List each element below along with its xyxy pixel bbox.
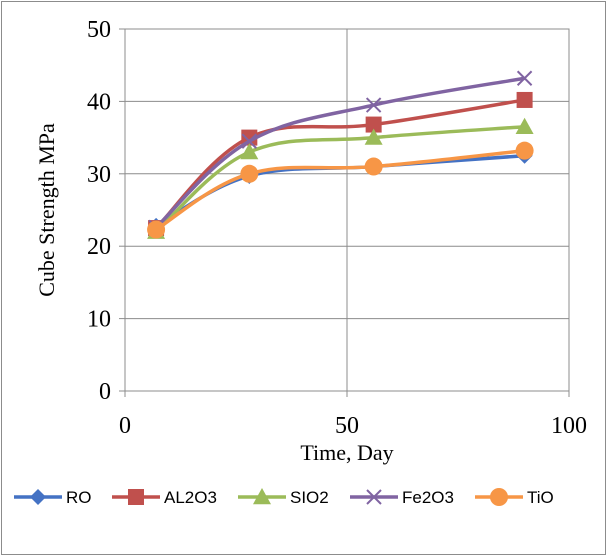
- series-TiO: [147, 141, 534, 239]
- legend-marker: [490, 488, 508, 506]
- legend-marker: [366, 489, 382, 505]
- data-point-TiO: [147, 220, 166, 239]
- x-tick-label: 100: [551, 413, 587, 439]
- series-line-AL2O3: [154, 98, 525, 230]
- legend-marker: [253, 488, 271, 505]
- series-RO: [148, 147, 533, 234]
- data-point-Fe2O3: [365, 97, 382, 113]
- data-point-AL2O3: [516, 91, 533, 108]
- y-tick-label: 40: [87, 89, 111, 115]
- y-axis-title: Cube Strength MPa: [34, 123, 59, 297]
- legend: RO AL2O3 SIO2 Fe2O3 TiO: [14, 488, 554, 507]
- data-point-Fe2O3: [241, 133, 258, 149]
- y-tick-label: 50: [87, 17, 111, 43]
- y-tick-label: 0: [99, 379, 111, 405]
- legend-label: AL2O3: [164, 488, 217, 507]
- legend-marker: [128, 489, 144, 505]
- data-point-AL2O3: [365, 116, 382, 133]
- legend-marker: [30, 489, 46, 505]
- data-point-SIO2: [240, 143, 259, 160]
- y-tick-label: 20: [87, 234, 111, 260]
- series-line-TiO: [155, 148, 525, 232]
- legend-item-TiO: TiO: [475, 488, 554, 507]
- legend-item-AL2O3: AL2O3: [112, 488, 217, 507]
- data-point-TiO: [364, 157, 383, 176]
- legend-item-RO: RO: [14, 488, 92, 507]
- legend-label: Fe2O3: [402, 488, 454, 507]
- x-tick-label: 0: [119, 413, 131, 439]
- series-line-SIO2: [154, 124, 525, 234]
- series-Fe2O3: [148, 70, 533, 236]
- y-tick-label: 30: [87, 162, 111, 188]
- data-point-SIO2: [515, 117, 534, 134]
- data-point-TiO: [515, 141, 534, 160]
- data-point-Fe2O3: [516, 70, 533, 86]
- series-line-Fe2O3: [154, 76, 525, 229]
- legend-label: SIO2: [290, 488, 329, 507]
- legend-item-SIO2: SIO2: [238, 488, 329, 507]
- x-tick-label: 50: [335, 413, 359, 439]
- data-point-SIO2: [364, 128, 383, 145]
- x-axis-title: Time, Day: [300, 440, 393, 465]
- legend-label: TiO: [527, 488, 554, 507]
- legend-item-Fe2O3: Fe2O3: [350, 488, 454, 507]
- legend-label: RO: [66, 488, 92, 507]
- data-point-TiO: [240, 164, 259, 183]
- y-tick-label: 10: [87, 307, 111, 333]
